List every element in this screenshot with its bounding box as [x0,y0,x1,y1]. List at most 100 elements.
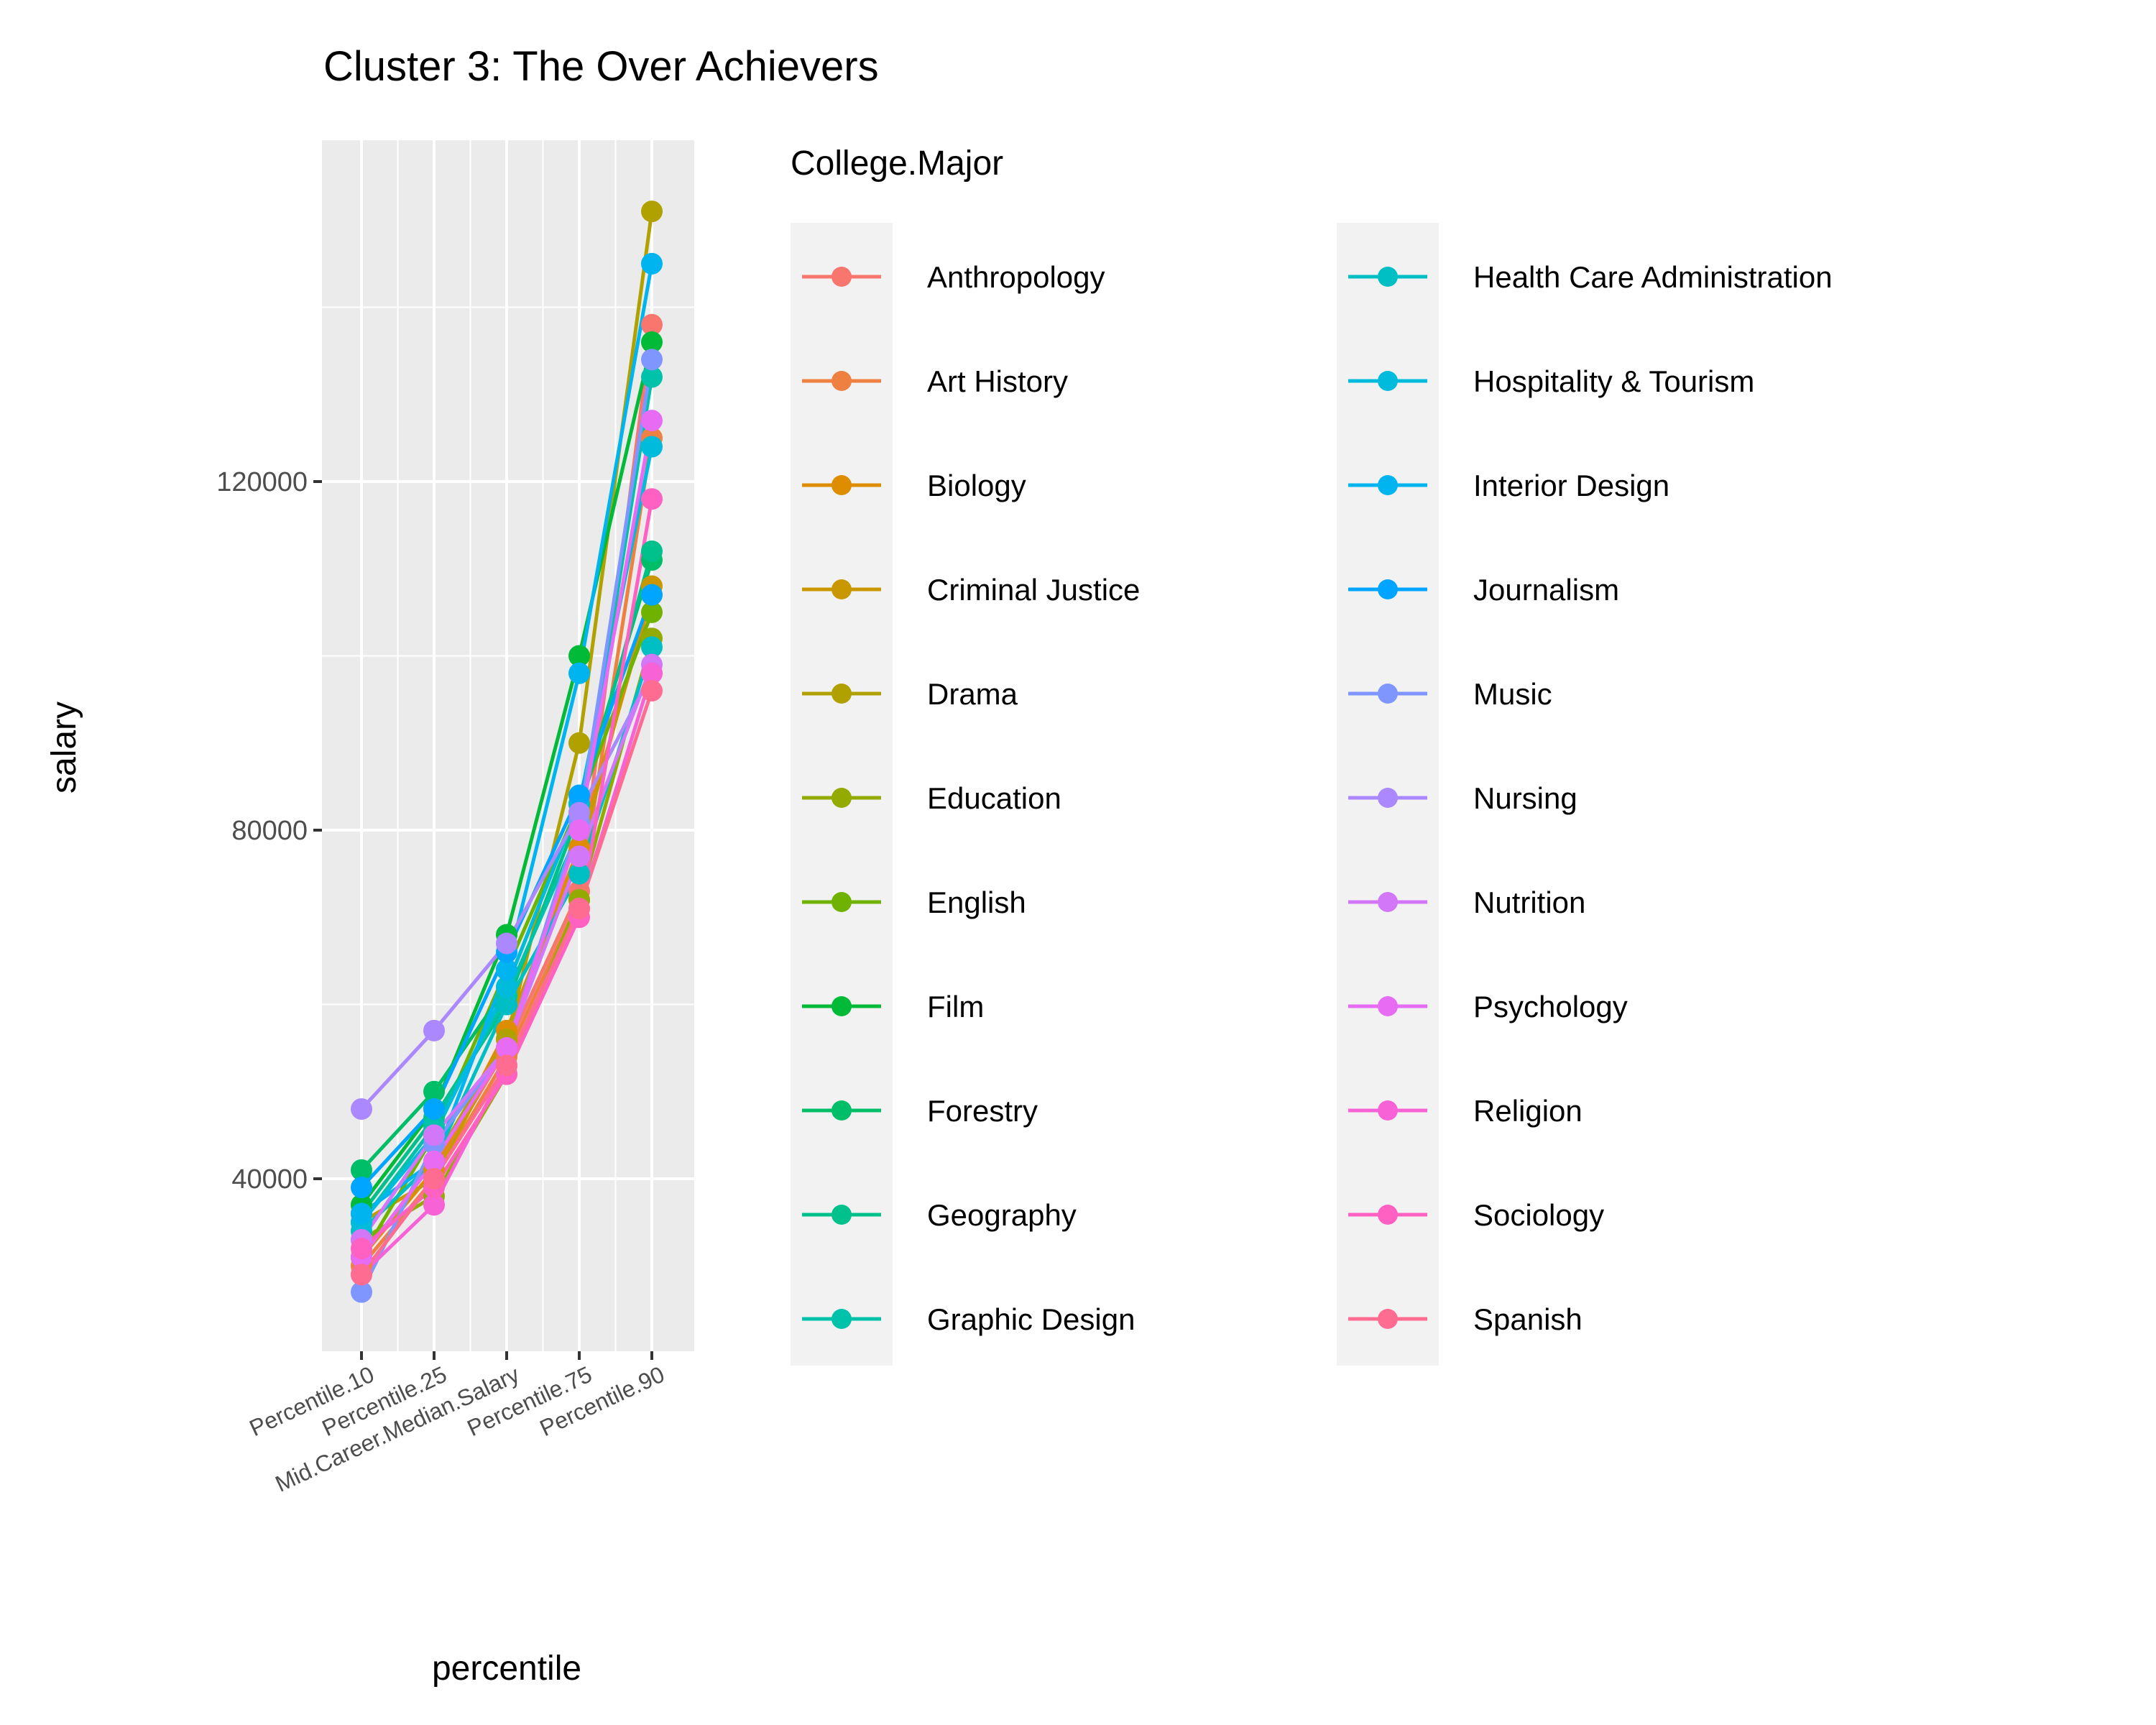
data-point [496,1054,517,1077]
legend-key-point [1378,475,1398,495]
data-point [568,845,590,868]
legend-key-point [831,684,852,704]
data-point [351,1264,372,1286]
x-axis-title: percentile [432,1650,581,1688]
legend-key-point [831,996,852,1016]
data-point [351,1098,372,1120]
data-point [568,645,590,667]
data-point [641,488,663,510]
legend-key-point [1378,579,1398,599]
legend-label: Geography [927,1198,1077,1232]
data-point [423,1124,445,1146]
legend-label: Nursing [1473,781,1577,815]
legend-key-point [831,371,852,391]
legend-key-point [1378,1309,1398,1329]
legend-label: Spanish [1473,1302,1583,1336]
legend-label: Criminal Justice [927,573,1140,607]
legend-label: Forestry [927,1094,1038,1128]
legend-key-point [1378,1100,1398,1121]
data-point [496,976,517,998]
legend-key-point [831,892,852,912]
data-point [641,680,663,702]
data-point [496,932,517,954]
legend-label: Education [927,781,1061,815]
legend-key-point [831,475,852,495]
data-point [351,1238,372,1259]
data-point [641,410,663,432]
legend-key-point [831,267,852,287]
legend-label: Psychology [1473,990,1628,1024]
data-point [423,1019,445,1041]
y-tick-label: 40000 [231,1164,308,1195]
legend-label: Health Care Administration [1473,260,1833,294]
data-point [641,540,663,562]
legend-label: Graphic Design [927,1302,1135,1336]
data-point [351,1159,372,1181]
legend-label: Journalism [1473,573,1619,607]
legend-label: Religion [1473,1094,1583,1128]
legend-key-point [1378,996,1398,1016]
data-point [641,252,663,275]
y-axis: 40000 80000 120000 [216,467,322,1195]
legend-key-point [1378,892,1398,912]
data-point [641,636,663,658]
legend-label: Music [1473,677,1552,711]
data-point [568,784,590,806]
data-point [351,1177,372,1199]
data-point [641,366,663,388]
legend-title: College.Major [791,144,1003,183]
data-point [641,601,663,623]
data-point [641,331,663,353]
legend-label: Anthropology [927,260,1105,294]
data-point [423,1194,445,1216]
legend-label: Biology [927,469,1026,502]
data-point [423,1150,445,1172]
data-point [496,993,517,1016]
legend-label: Drama [927,677,1018,711]
chart-title: Cluster 3: The Over Achievers [323,43,879,90]
legend-label: English [927,886,1026,919]
legend-label: Nutrition [1473,886,1585,919]
data-point [423,1098,445,1120]
data-point [568,662,590,684]
data-point [568,898,590,920]
data-point [641,201,663,223]
y-tick-label: 120000 [216,467,308,497]
data-point [641,436,663,458]
data-point [423,1080,445,1103]
legend-key-point [831,579,852,599]
legend-key-point [831,1309,852,1329]
legend-label: Sociology [1473,1198,1604,1232]
legend-key-point [831,1100,852,1121]
series-points [351,201,663,1303]
data-point [641,584,663,606]
legend-label: Art History [927,364,1068,398]
data-point [641,662,663,684]
y-axis-title: salary [45,702,83,794]
legend-label: Interior Design [1473,469,1669,502]
data-point [351,1202,372,1225]
legend-label: Film [927,990,984,1024]
legend-key-point [831,1205,852,1225]
data-point [568,801,590,824]
legend: Anthropology Art History Biology Criminal J… [791,223,1833,1366]
data-point [496,1037,517,1059]
legend-key-point [831,788,852,808]
legend-key-point [1378,267,1398,287]
data-point [568,732,590,754]
legend-key-point [1378,684,1398,704]
data-point [641,313,663,336]
data-point [496,959,517,980]
data-point [423,1168,445,1190]
x-axis: Percentile.10Percentile.25Mid.Career.Med… [245,1351,668,1497]
data-point [351,1281,372,1303]
y-tick-label: 80000 [231,816,308,846]
legend-key-point [1378,1205,1398,1225]
data-point [641,349,663,371]
legend-key-point [1378,371,1398,391]
legend-key-point [1378,788,1398,808]
data-point [568,819,590,841]
legend-label: Hospitality & Tourism [1473,364,1754,398]
data-point [568,862,590,885]
